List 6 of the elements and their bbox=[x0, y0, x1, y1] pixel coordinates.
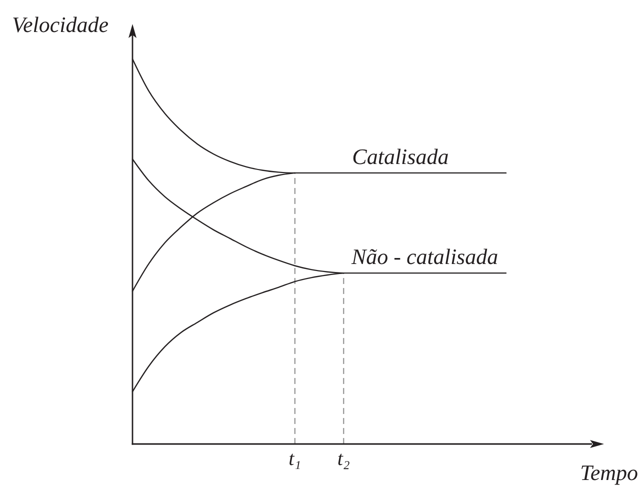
series-label: Não - catalisada bbox=[350, 244, 498, 270]
x-tick-label: t₁ bbox=[288, 448, 302, 470]
x-tick-label: t₂ bbox=[337, 448, 350, 470]
series-label: Catalisada bbox=[352, 144, 449, 169]
y-axis-title: Velocidade bbox=[12, 12, 109, 37]
x-axis-title: Tempo bbox=[580, 460, 638, 485]
